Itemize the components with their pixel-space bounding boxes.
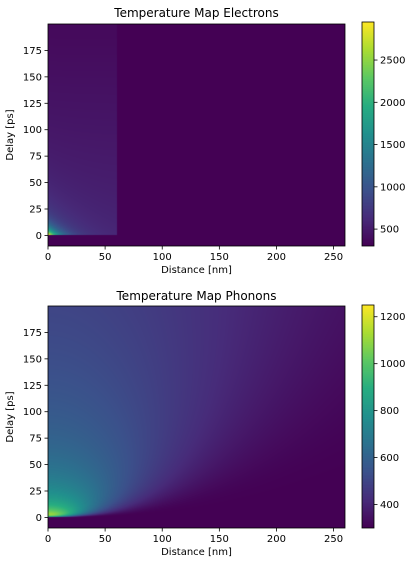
colorbar-frame [361, 21, 375, 247]
y-axis-label: Delay [ps] [5, 391, 16, 442]
x-axis-label: Distance [nm] [161, 265, 232, 276]
y-tick-label: 100 [23, 407, 42, 418]
y-axis-label: Delay [ps] [5, 109, 16, 160]
x-axis-label: Distance [nm] [161, 547, 232, 558]
colorbar-tick-label: 500 [380, 225, 399, 236]
x-tick-label: 250 [324, 534, 343, 545]
colorbar-frame [361, 304, 375, 529]
y-tick-label: 125 [23, 99, 42, 110]
colorbar-tick-label: 1000 [380, 182, 405, 193]
y-tick-label: 175 [23, 328, 42, 339]
colorbar-tick-label: 1200 [380, 312, 405, 323]
colorbar-tick-label: 2500 [380, 56, 405, 67]
x-tick-label: 100 [153, 534, 172, 545]
colorbar: 500 1000 1500 2000 2500 [361, 21, 405, 247]
plot-frame [47, 305, 346, 529]
colorbar-gradient [362, 22, 374, 246]
colorbar-tick-label: 1000 [380, 359, 405, 370]
x-tick-label: 0 [45, 252, 51, 263]
chart-title: Temperature Map Electrons [113, 6, 278, 20]
y-tick-label: 100 [23, 125, 42, 136]
heatmap-image [48, 24, 345, 246]
heatmap-image [48, 306, 345, 528]
heatmap-panel-phonons: Temperature Map Phonons 0 50 100 150 200 250 0 2… [5, 289, 405, 558]
x-tick-label: 100 [153, 252, 172, 263]
plot-frame [47, 23, 346, 247]
y-tick-label: 150 [23, 72, 42, 83]
y-tick-label: 150 [23, 354, 42, 365]
y-tick-label: 25 [29, 205, 42, 216]
y-tick-label: 0 [36, 231, 42, 242]
colorbar-tick-label: 800 [380, 406, 399, 417]
chart-title: Temperature Map Phonons [116, 289, 277, 303]
colorbar-tick-label: 2000 [380, 98, 405, 109]
y-tick-label: 75 [29, 152, 42, 163]
y-tick-label: 50 [29, 178, 42, 189]
y-tick-label: 125 [23, 381, 42, 392]
y-tick-label: 25 [29, 487, 42, 498]
colorbar-tick-label: 1500 [380, 140, 405, 151]
x-tick-label: 50 [99, 534, 112, 545]
x-tick-label: 150 [210, 252, 229, 263]
x-tick-label: 200 [267, 534, 286, 545]
x-tick-label: 150 [210, 534, 229, 545]
y-tick-label: 75 [29, 434, 42, 445]
colorbar-tick-label: 400 [380, 500, 399, 511]
y-tick-label: 175 [23, 46, 42, 57]
y-tick-label: 0 [36, 513, 42, 524]
x-tick-label: 250 [324, 252, 343, 263]
x-tick-label: 0 [45, 534, 51, 545]
y-tick-label: 50 [29, 460, 42, 471]
colorbar-tick-label: 600 [380, 453, 399, 464]
colorbar-gradient [362, 305, 374, 528]
colorbar: 400 600 800 1000 1200 [361, 304, 405, 529]
x-tick-label: 200 [267, 252, 286, 263]
x-tick-label: 50 [99, 252, 112, 263]
